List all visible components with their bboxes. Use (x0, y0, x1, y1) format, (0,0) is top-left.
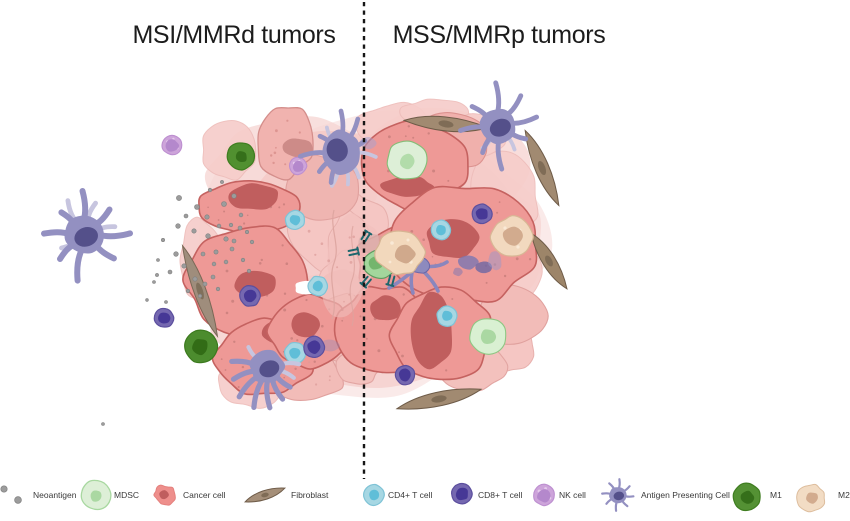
svg-text:Cancer cell: Cancer cell (183, 490, 226, 500)
svg-text:Antigen Presenting Cell: Antigen Presenting Cell (641, 490, 730, 500)
svg-text:CD4+ T cell: CD4+ T cell (388, 490, 432, 500)
svg-text:MDSC: MDSC (114, 490, 139, 500)
svg-text:MSI/MMRd tumors: MSI/MMRd tumors (132, 21, 335, 49)
svg-text:Neoantigen: Neoantigen (33, 490, 77, 500)
svg-text:Fibroblast: Fibroblast (291, 490, 329, 500)
svg-text:CD8+ T cell: CD8+ T cell (478, 490, 522, 500)
svg-text:M2: M2 (838, 490, 850, 500)
svg-text:MSS/MMRp tumors: MSS/MMRp tumors (393, 21, 606, 49)
svg-text:NK cell: NK cell (559, 490, 586, 500)
svg-text:M1: M1 (770, 490, 782, 500)
